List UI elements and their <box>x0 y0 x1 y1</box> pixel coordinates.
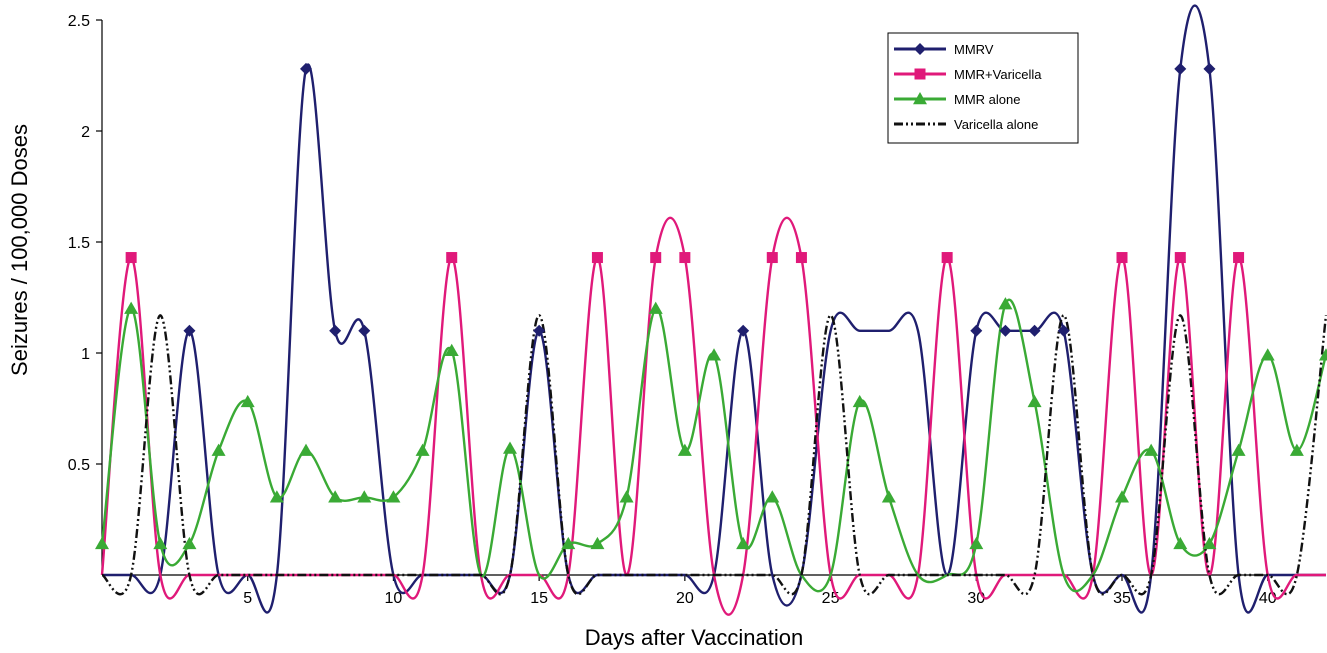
series-markers <box>95 62 1327 550</box>
x-tick-label: 15 <box>530 590 548 607</box>
x-tick-label: 30 <box>967 590 985 607</box>
x-tick-label: 20 <box>676 590 694 607</box>
series-marker-1 <box>795 252 807 264</box>
series-marker-0 <box>1057 324 1070 337</box>
y-axis-title: Seizures / 100,000 Doses <box>7 124 32 376</box>
series-line-3 <box>101 314 1327 596</box>
legend-marker-0 <box>914 43 926 55</box>
series-marker-2 <box>1173 536 1188 550</box>
series-marker-0 <box>1028 324 1041 337</box>
y-tick-label: 1 <box>81 346 90 363</box>
series-marker-2 <box>182 536 197 550</box>
series-marker-2 <box>240 394 255 408</box>
y-tick-label: 1.5 <box>68 235 90 252</box>
legend-label-1: MMR+Varicella <box>954 67 1042 82</box>
legend-label-0: MMRV <box>954 42 994 57</box>
series-marker-0 <box>183 324 196 337</box>
series-marker-2 <box>590 536 605 550</box>
legend-marker-1 <box>914 68 926 80</box>
series-marker-2 <box>357 490 372 503</box>
series-marker-1 <box>1116 252 1128 264</box>
series-marker-2 <box>503 441 517 454</box>
series-marker-2 <box>852 394 867 408</box>
x-axis-title: Days after Vaccination <box>585 625 803 650</box>
series-marker-2 <box>998 297 1013 310</box>
series-marker-1 <box>125 252 137 264</box>
series-marker-2 <box>648 301 663 314</box>
series-marker-2 <box>1202 536 1217 550</box>
series-marker-2 <box>153 536 168 550</box>
x-tick-label: 35 <box>1113 590 1131 607</box>
series-marker-2 <box>619 490 634 503</box>
series-marker-2 <box>1289 443 1304 456</box>
legend-marker-2 <box>913 92 927 105</box>
series-marker-1 <box>1233 252 1245 264</box>
series-marker-2 <box>299 443 313 456</box>
series-marker-0 <box>970 324 983 337</box>
series-marker-0 <box>358 324 371 337</box>
series-marker-0 <box>300 62 312 75</box>
series-marker-0 <box>999 324 1012 337</box>
x-tick-label: 10 <box>385 590 403 607</box>
series-marker-2 <box>444 343 459 357</box>
series-marker-2 <box>1027 394 1042 408</box>
series-marker-2 <box>1319 348 1327 361</box>
series-marker-2 <box>677 443 692 456</box>
series-marker-1 <box>1174 252 1186 264</box>
series-marker-2 <box>95 536 109 550</box>
series-marker-1 <box>591 252 603 264</box>
series-marker-2 <box>707 348 721 361</box>
series-marker-2 <box>765 490 780 503</box>
legend-label-3: Varicella alone <box>954 117 1038 132</box>
y-tick-label: 2.5 <box>68 13 90 30</box>
series-marker-2 <box>561 536 576 550</box>
series-marker-0 <box>737 324 750 337</box>
series-lines <box>100 4 1327 616</box>
series-marker-0 <box>533 324 546 337</box>
ticks <box>96 19 1269 581</box>
series-marker-2 <box>736 536 751 550</box>
series-marker-2 <box>124 301 139 314</box>
series-marker-2 <box>881 490 896 503</box>
series-marker-2 <box>1260 348 1275 361</box>
series-marker-1 <box>679 252 691 264</box>
series-marker-0 <box>329 324 342 337</box>
x-tick-label: 25 <box>822 590 840 607</box>
y-tick-label: 2 <box>81 124 90 141</box>
y-tick-label: 0.5 <box>68 457 90 474</box>
series-marker-2 <box>386 490 401 503</box>
tick-labels: 0.5 1 1.5 2 2.5 5 10 15 20 25 30 35 40 <box>68 13 1277 607</box>
series-marker-2 <box>1144 443 1159 456</box>
legend: MMRV MMR+Varicella MMR alone Varicella alon… <box>887 32 1079 144</box>
series-marker-0 <box>1203 62 1216 75</box>
series-marker-1 <box>941 252 953 264</box>
series-marker-0 <box>1174 62 1187 75</box>
x-tick-label: 40 <box>1259 590 1277 607</box>
series-marker-1 <box>766 252 778 264</box>
series-marker-2 <box>1115 490 1129 503</box>
series-marker-2 <box>1231 443 1246 456</box>
series-marker-2 <box>269 490 284 503</box>
series-marker-1 <box>446 252 458 264</box>
series-marker-2 <box>328 490 343 503</box>
series-marker-2 <box>415 443 430 456</box>
series-marker-1 <box>650 252 662 264</box>
series-marker-2 <box>211 443 226 456</box>
series-marker-2 <box>969 536 984 550</box>
x-tick-label: 5 <box>243 590 252 607</box>
legend-label-2: MMR alone <box>954 92 1020 107</box>
